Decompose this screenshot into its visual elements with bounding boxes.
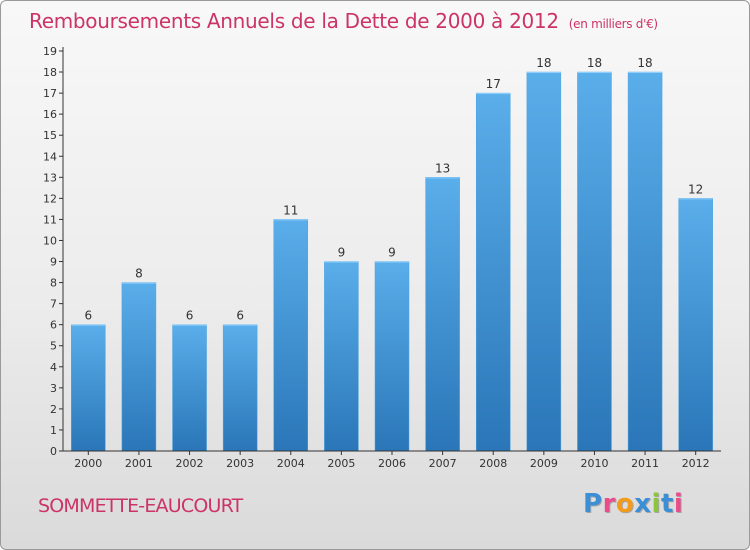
x-tick-label: 2002 — [176, 457, 204, 470]
y-tick-label: 2 — [50, 403, 57, 416]
chart-title-text: Remboursements Annuels de la Dette de 20… — [29, 9, 559, 33]
proxiti-logo: Proxiti — [583, 489, 684, 519]
bar-value-label: 17 — [486, 77, 501, 91]
bars: 6 8 6 6 11 9 9 13 17 18 18 18 12 — [71, 56, 713, 452]
y-tick-label: 11 — [43, 213, 57, 226]
bar-2008 — [475, 92, 511, 452]
bar-value-label: 18 — [637, 56, 652, 70]
x-tick-label: 2001 — [125, 457, 153, 470]
bar-2004 — [273, 219, 309, 452]
bar-value-label: 6 — [84, 309, 92, 323]
chart-unit: (en milliers d'€) — [568, 17, 658, 31]
commune-name: SOMMETTE-EAUCOURT — [38, 495, 243, 517]
y-tick-label: 18 — [43, 66, 57, 79]
y-tick-label: 3 — [50, 382, 57, 395]
y-tick-label: 5 — [50, 340, 57, 353]
y-tick-label: 13 — [43, 171, 57, 184]
x-tick-label: 2009 — [530, 457, 558, 470]
y-tick-label: 19 — [43, 45, 57, 58]
x-tick-label: 2012 — [682, 457, 710, 470]
x-tick-label: 2008 — [479, 457, 507, 470]
bar-2009 — [526, 71, 562, 452]
bar-value-label: 8 — [135, 267, 143, 281]
x-tick-label: 2000 — [74, 457, 102, 470]
y-tick-label: 14 — [43, 150, 57, 163]
bar-2006 — [374, 261, 410, 452]
y-tick-label: 7 — [50, 298, 57, 311]
y-tick-label: 4 — [50, 361, 57, 374]
bar-value-label: 6 — [186, 309, 194, 323]
x-tick-label: 2007 — [429, 457, 457, 470]
y-tick-label: 9 — [50, 256, 57, 269]
bar-value-label: 13 — [435, 161, 450, 175]
bar-2002 — [172, 324, 207, 452]
bar-value-label: 9 — [388, 246, 396, 260]
y-tick-label: 15 — [43, 129, 57, 142]
x-tick-label: 2011 — [631, 457, 659, 470]
y-tick-label: 10 — [43, 234, 57, 247]
x-tick-label: 2010 — [580, 457, 608, 470]
bar-2007 — [425, 177, 460, 452]
y-tick-label: 17 — [43, 87, 57, 100]
bar-2001 — [121, 282, 157, 452]
bar-2012 — [678, 198, 713, 452]
y-tick-label: 12 — [43, 192, 57, 205]
bar-2010 — [577, 71, 612, 452]
y-tick-label: 8 — [50, 277, 57, 290]
y-tick-label: 16 — [43, 108, 57, 121]
bar-2000 — [71, 324, 106, 452]
bar-2003 — [222, 324, 258, 452]
y-tick-label: 0 — [50, 445, 57, 458]
y-tick-label: 1 — [50, 424, 57, 437]
bar-value-label: 12 — [688, 182, 703, 196]
x-tick-label: 2003 — [226, 457, 254, 470]
bar-2005 — [324, 261, 359, 452]
bar-value-label: 11 — [283, 203, 298, 217]
bar-value-label: 18 — [536, 56, 551, 70]
x-tick-label: 2006 — [378, 457, 406, 470]
bar-2011 — [627, 71, 663, 452]
x-tick-label: 2005 — [327, 457, 355, 470]
chart-title: Remboursements Annuels de la Dette de 20… — [29, 9, 658, 33]
bar-value-label: 6 — [236, 309, 244, 323]
y-tick-label: 6 — [50, 319, 57, 332]
bar-value-label: 9 — [338, 246, 346, 260]
bar-value-label: 18 — [587, 56, 602, 70]
x-axis: 2000 2001 2002 2003 2004 2005 2006 2007 2008 2009… — [63, 450, 721, 470]
x-tick-label: 2004 — [277, 457, 305, 470]
